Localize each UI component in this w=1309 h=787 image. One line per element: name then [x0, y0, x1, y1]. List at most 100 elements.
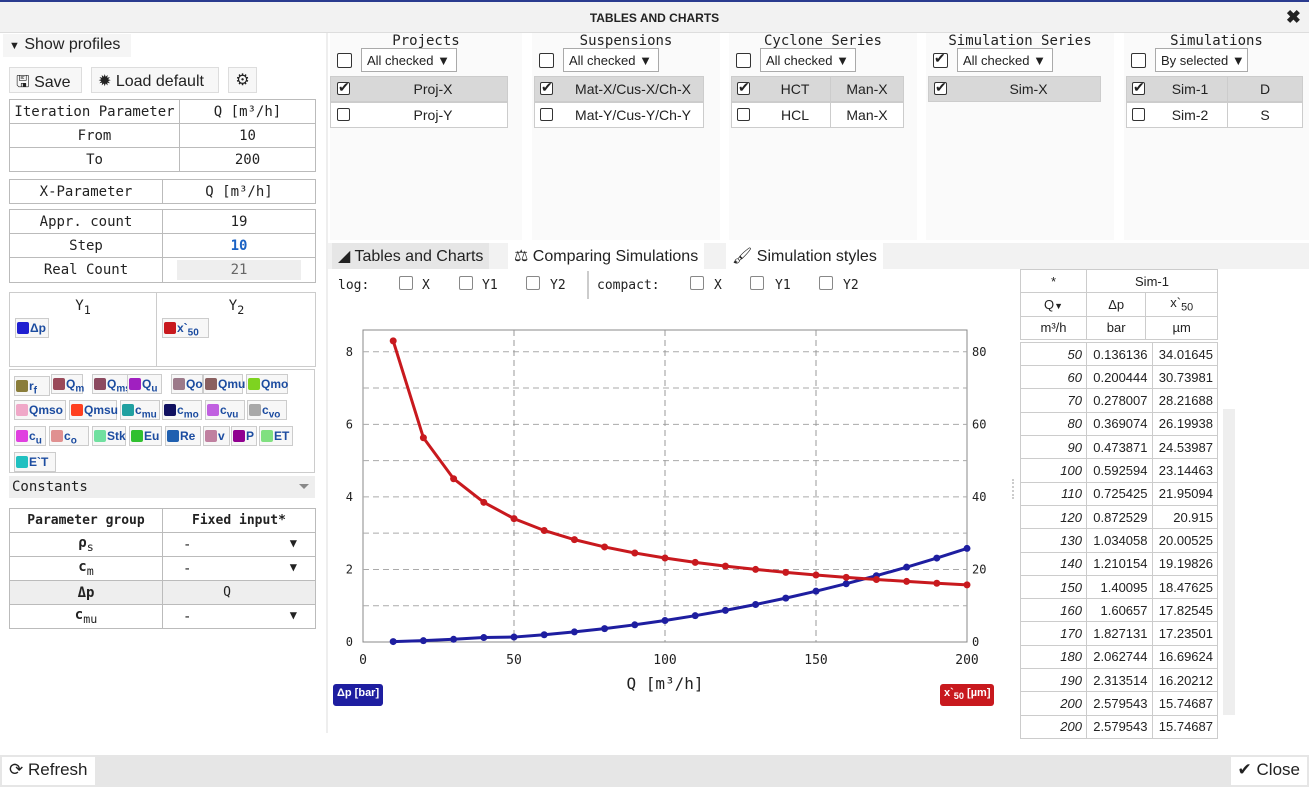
list-item[interactable]: Sim-2 S — [1126, 102, 1303, 128]
table-row[interactable]: 180 2.062744 16.69624 — [1020, 644, 1218, 670]
q-header[interactable]: Q▼ — [1020, 292, 1087, 317]
row-checkbox[interactable] — [337, 79, 350, 96]
step-value[interactable]: 10 — [162, 233, 316, 258]
param-chip[interactable]: Re — [165, 426, 201, 446]
list-item[interactable]: HCL Man-X — [731, 102, 904, 128]
load-default-button[interactable]: ✹ Load default — [91, 67, 219, 93]
xparam-value[interactable]: Q [m³/h] — [162, 179, 316, 204]
from-input[interactable]: 10 — [179, 123, 316, 148]
table-row[interactable]: 70 0.278007 28.21688 — [1020, 388, 1218, 413]
row-checkbox[interactable] — [1132, 79, 1145, 96]
suspensions-check-all[interactable] — [539, 53, 554, 68]
table-row[interactable]: 80 0.369074 26.19938 — [1020, 411, 1218, 437]
constants-dropdown[interactable]: Constants — [9, 476, 315, 498]
param-chip[interactable]: Qo — [171, 374, 203, 394]
projects-filter-dropdown[interactable]: All checked ▼ — [361, 48, 457, 72]
param-chip[interactable]: Qmso — [14, 400, 66, 420]
list-item[interactable]: Proj-Y — [330, 102, 508, 128]
param-select[interactable]: - ▼ — [162, 532, 316, 557]
y1-box[interactable]: Y1 Δp — [10, 293, 157, 366]
y1-chip-dp[interactable]: Δp — [15, 318, 49, 338]
param-chip[interactable]: cmo — [162, 400, 202, 420]
param-chip[interactable]: Qmo — [246, 374, 288, 394]
list-item[interactable]: Mat-Y/Cus-Y/Ch-Y — [534, 102, 704, 128]
close-icon[interactable]: ✖ — [1285, 7, 1301, 27]
param-select[interactable]: - ▼ — [162, 556, 316, 581]
iteration-param-value[interactable]: Q [m³/h] — [179, 99, 316, 124]
list-item[interactable]: Mat-X/Cus-X/Ch-X — [534, 76, 704, 102]
param-chip[interactable]: Qmsu — [69, 400, 118, 420]
table-row[interactable]: 120 0.872529 20.915 — [1020, 504, 1218, 530]
param-chip[interactable]: v — [203, 426, 230, 446]
row-checkbox[interactable] — [737, 108, 750, 121]
y2-chip-x50[interactable]: x`50 — [162, 318, 209, 338]
to-input[interactable]: 200 — [179, 147, 316, 172]
splitter-handle[interactable] — [1012, 479, 1016, 499]
row-checkbox[interactable] — [1132, 108, 1145, 121]
param-chip[interactable]: P — [231, 426, 257, 446]
table-row[interactable]: 150 1.40095 18.47625 — [1020, 574, 1218, 600]
row-checkbox[interactable] — [337, 108, 350, 121]
compact-y2-checkbox[interactable] — [819, 276, 833, 290]
param-chip[interactable]: E`T — [14, 452, 56, 472]
row-checkbox[interactable] — [737, 79, 750, 96]
show-profiles-toggle[interactable]: ▼ Show profiles — [3, 34, 131, 57]
log-y2-checkbox[interactable] — [526, 276, 540, 290]
save-button[interactable]: 🖫 Save — [9, 67, 82, 93]
appr-count-input[interactable]: 19 — [162, 209, 316, 234]
row-checkbox[interactable] — [540, 108, 553, 121]
refresh-button[interactable]: ⟳ Refresh — [2, 757, 95, 785]
log-x-checkbox[interactable] — [399, 276, 413, 290]
table-row[interactable]: 100 0.592594 23.14463 — [1020, 458, 1218, 483]
param-chip[interactable]: ET — [259, 426, 293, 446]
param-chip[interactable]: rf — [14, 376, 50, 396]
param-chip[interactable]: Stk — [92, 426, 126, 446]
chart-area[interactable]: 0 50 100 150 200 0 2 4 6 8 0 20 40 60 80 Q [m³/h] — [330, 300, 1018, 732]
close-button[interactable]: ✔ Close — [1230, 757, 1307, 785]
simulations-filter-dropdown[interactable]: By selected ▼ — [1155, 48, 1248, 72]
log-y1-checkbox[interactable] — [459, 276, 473, 290]
projects-check-all[interactable] — [337, 53, 352, 68]
row-checkbox[interactable] — [934, 79, 947, 96]
row-checkbox[interactable] — [540, 79, 553, 96]
compact-x-checkbox[interactable] — [690, 276, 704, 290]
tab-simulation-styles[interactable]: 🖌 Simulation styles — [726, 243, 883, 269]
table-row[interactable]: 170 1.827131 17.23501 — [1020, 621, 1218, 646]
cyclone-check-all[interactable] — [736, 53, 751, 68]
table-row[interactable]: 110 0.725425 21.95094 — [1020, 481, 1218, 506]
table-scrollbar[interactable] — [1223, 409, 1235, 715]
table-row[interactable]: 130 1.034058 20.00525 — [1020, 528, 1218, 553]
param-chip[interactable]: cmu — [120, 400, 160, 420]
compact-y1-checkbox[interactable] — [750, 276, 764, 290]
legend-y1[interactable]: Δp [bar] — [333, 684, 384, 706]
table-row[interactable]: 90 0.473871 24.53987 — [1020, 435, 1218, 460]
list-item[interactable]: Sim-1 D — [1126, 76, 1303, 102]
param-chip[interactable]: co — [49, 426, 89, 446]
table-row[interactable]: 190 2.313514 16.20212 — [1020, 668, 1218, 693]
simseries-filter-dropdown[interactable]: All checked ▼ — [957, 48, 1053, 72]
table-row[interactable]: 200 2.579543 15.74687 — [1020, 691, 1218, 716]
table-row[interactable]: 140 1.210154 19.19826 — [1020, 551, 1218, 576]
table-row[interactable]: 200 2.579543 15.74687 — [1020, 714, 1218, 739]
list-item[interactable]: Proj-X — [330, 76, 508, 102]
param-chip[interactable]: Eu — [129, 426, 162, 446]
param-chip[interactable]: cvu — [205, 400, 245, 420]
table-row[interactable]: 50 0.136136 34.01645 — [1020, 341, 1218, 367]
param-chip[interactable]: Qmu — [203, 374, 245, 394]
param-chip[interactable]: cu — [14, 426, 46, 446]
simseries-check-all[interactable] — [933, 50, 948, 68]
param-chip[interactable]: Qms — [92, 374, 132, 394]
y2-box[interactable]: Y2 x`50 — [158, 293, 315, 366]
simulations-check-all[interactable] — [1131, 53, 1146, 68]
settings-button[interactable]: ⚙ — [228, 67, 257, 93]
param-chip[interactable]: cvo — [247, 400, 287, 420]
table-row[interactable]: 60 0.200444 30.73981 — [1020, 365, 1218, 390]
tab-tables-and-charts[interactable]: ◢ Tables and Charts — [332, 243, 490, 269]
legend-y2[interactable]: x`50 [µm] — [940, 684, 995, 706]
param-chip[interactable]: Qu — [127, 374, 162, 394]
tab-comparing-simulations[interactable]: ⚖ Comparing Simulations — [508, 243, 705, 269]
param-chip[interactable]: Qm — [51, 374, 84, 394]
table-row[interactable]: 160 1.60657 17.82545 — [1020, 598, 1218, 623]
param-select[interactable]: - ▼ — [162, 604, 316, 629]
